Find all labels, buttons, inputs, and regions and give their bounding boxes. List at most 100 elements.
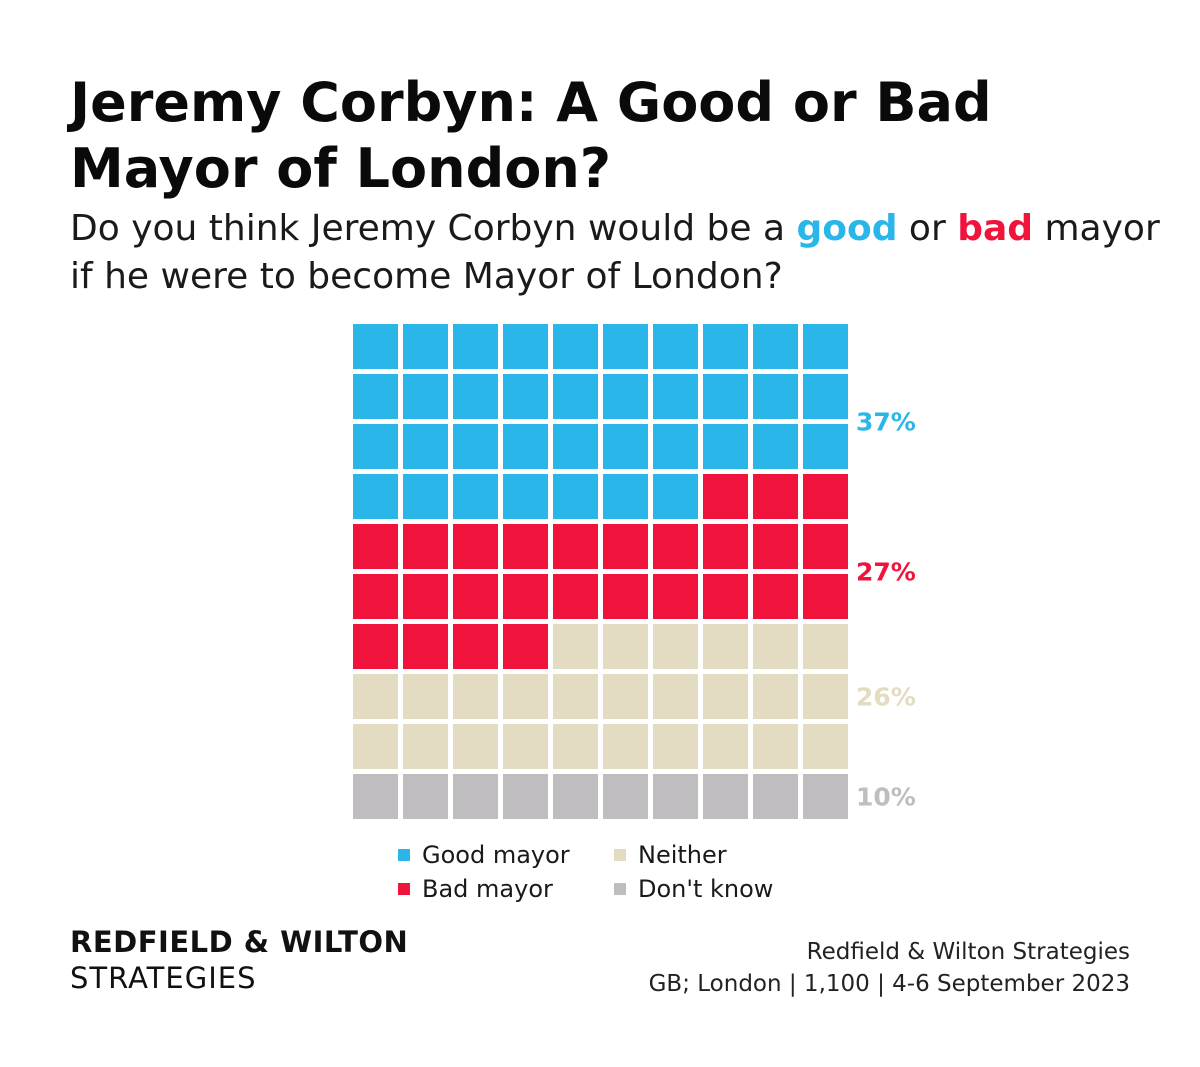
waffle-cell-bad-mayor <box>553 524 598 569</box>
waffle-cell-neither <box>453 724 498 769</box>
waffle-cell-don-t-know <box>753 774 798 819</box>
chart-subtitle: Do you think Jeremy Corbyn would be a go… <box>70 205 1170 301</box>
waffle-cell-bad-mayor <box>453 574 498 619</box>
waffle-cell-neither <box>803 624 848 669</box>
waffle-cell-bad-mayor <box>603 524 648 569</box>
waffle-cell-good-mayor <box>403 324 448 369</box>
waffle-cell-bad-mayor <box>353 624 398 669</box>
subtitle-bad-highlight: bad <box>957 208 1034 249</box>
waffle-cell-neither <box>603 674 648 719</box>
legend-item-bad: Bad mayor <box>398 874 614 904</box>
waffle-cell-neither <box>653 624 698 669</box>
waffle-cell-bad-mayor <box>753 524 798 569</box>
waffle-cell-good-mayor <box>453 474 498 519</box>
percent-label-neither: 26% <box>856 683 916 712</box>
legend-item-neither: Neither <box>614 840 814 870</box>
waffle-cell-bad-mayor <box>403 574 448 619</box>
waffle-cell-neither <box>803 674 848 719</box>
waffle-cell-neither <box>753 624 798 669</box>
waffle-cell-bad-mayor <box>403 624 448 669</box>
chart-legend: Good mayor Neither Bad mayor Don't know <box>398 840 814 904</box>
waffle-cell-neither <box>353 674 398 719</box>
subtitle-part2: or <box>897 208 958 249</box>
waffle-cell-good-mayor <box>553 374 598 419</box>
waffle-cell-neither <box>753 674 798 719</box>
waffle-cell-neither <box>353 724 398 769</box>
waffle-cell-good-mayor <box>803 424 848 469</box>
brand-line2: STRATEGIES <box>70 961 257 995</box>
waffle-cell-bad-mayor <box>503 574 548 619</box>
legend-item-dont-know: Don't know <box>614 874 814 904</box>
waffle-cell-neither <box>703 674 748 719</box>
waffle-cell-good-mayor <box>553 474 598 519</box>
source-line2: GB; London | 1,100 | 4-6 September 2023 <box>648 971 1130 997</box>
waffle-cell-neither <box>553 624 598 669</box>
waffle-cell-bad-mayor <box>703 474 748 519</box>
waffle-cell-neither <box>653 674 698 719</box>
waffle-cell-neither <box>753 724 798 769</box>
waffle-cell-bad-mayor <box>453 524 498 569</box>
waffle-cell-neither <box>503 674 548 719</box>
legend-label-dont-know: Don't know <box>638 875 774 903</box>
waffle-cell-good-mayor <box>453 374 498 419</box>
waffle-cell-good-mayor <box>353 474 398 519</box>
waffle-cell-don-t-know <box>803 774 848 819</box>
waffle-cell-bad-mayor <box>653 574 698 619</box>
legend-swatch-dont-know <box>614 883 626 895</box>
legend-item-good: Good mayor <box>398 840 614 870</box>
waffle-cell-don-t-know <box>703 774 748 819</box>
legend-label-good: Good mayor <box>422 841 570 869</box>
waffle-cell-neither <box>403 674 448 719</box>
waffle-cell-bad-mayor <box>503 524 548 569</box>
legend-swatch-bad <box>398 883 410 895</box>
waffle-cell-don-t-know <box>453 774 498 819</box>
waffle-cell-bad-mayor <box>603 574 648 619</box>
waffle-cell-bad-mayor <box>703 524 748 569</box>
waffle-cell-good-mayor <box>653 374 698 419</box>
waffle-cell-good-mayor <box>753 424 798 469</box>
waffle-cell-good-mayor <box>503 324 548 369</box>
waffle-cell-neither <box>703 724 748 769</box>
waffle-cell-good-mayor <box>603 324 648 369</box>
waffle-cell-good-mayor <box>803 374 848 419</box>
percent-label-good-mayor: 37% <box>856 408 916 437</box>
waffle-cell-good-mayor <box>703 374 748 419</box>
waffle-cell-good-mayor <box>753 324 798 369</box>
waffle-cell-don-t-know <box>403 774 448 819</box>
waffle-cell-bad-mayor <box>753 574 798 619</box>
legend-swatch-good <box>398 849 410 861</box>
waffle-cell-neither <box>603 624 648 669</box>
waffle-cell-good-mayor <box>403 374 448 419</box>
waffle-cell-good-mayor <box>553 324 598 369</box>
waffle-cell-neither <box>653 724 698 769</box>
waffle-cell-good-mayor <box>403 474 448 519</box>
waffle-cell-neither <box>453 674 498 719</box>
waffle-cell-neither <box>603 724 648 769</box>
waffle-cell-bad-mayor <box>403 524 448 569</box>
waffle-cell-bad-mayor <box>553 574 598 619</box>
legend-label-bad: Bad mayor <box>422 875 553 903</box>
waffle-cell-good-mayor <box>803 324 848 369</box>
legend-label-neither: Neither <box>638 841 727 869</box>
waffle-cell-bad-mayor <box>353 574 398 619</box>
waffle-cell-bad-mayor <box>703 574 748 619</box>
waffle-cell-bad-mayor <box>803 574 848 619</box>
subtitle-part3: mayor if he were to become Mayor of Lond… <box>70 208 1160 297</box>
waffle-cell-good-mayor <box>603 374 648 419</box>
waffle-cell-bad-mayor <box>803 524 848 569</box>
waffle-cell-bad-mayor <box>753 474 798 519</box>
waffle-cell-good-mayor <box>653 324 698 369</box>
waffle-cell-bad-mayor <box>503 624 548 669</box>
waffle-cell-good-mayor <box>503 474 548 519</box>
waffle-cell-neither <box>403 724 448 769</box>
waffle-cell-bad-mayor <box>653 524 698 569</box>
waffle-cell-don-t-know <box>603 774 648 819</box>
waffle-cell-good-mayor <box>503 374 548 419</box>
subtitle-part1: Do you think Jeremy Corbyn would be a <box>70 208 797 249</box>
percent-label-bad-mayor: 27% <box>856 558 916 587</box>
waffle-cell-bad-mayor <box>453 624 498 669</box>
waffle-cell-neither <box>503 724 548 769</box>
waffle-cell-good-mayor <box>403 424 448 469</box>
waffle-cell-good-mayor <box>503 424 548 469</box>
